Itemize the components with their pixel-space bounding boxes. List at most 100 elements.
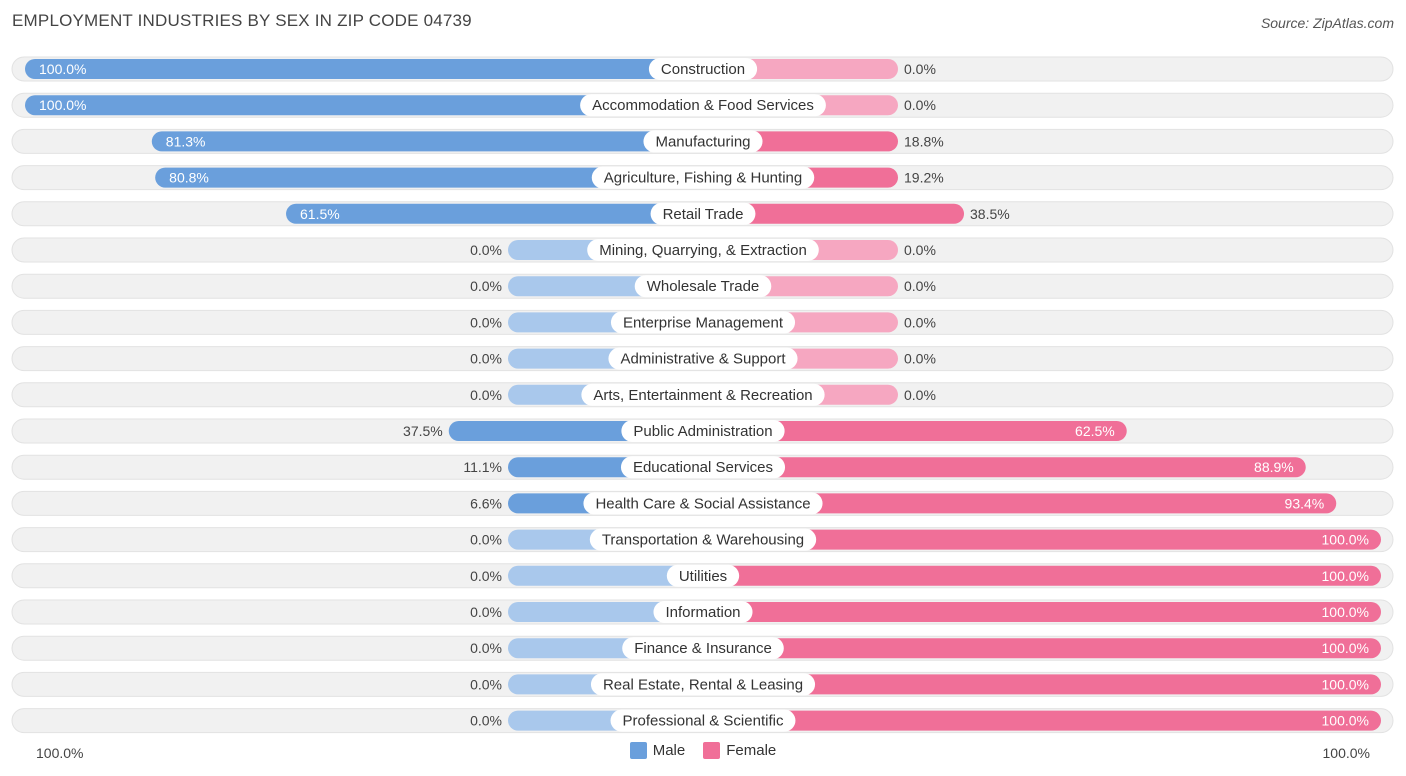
value-label-female: 0.0% bbox=[904, 242, 936, 258]
value-label-male: 11.1% bbox=[463, 459, 502, 475]
bar-female bbox=[703, 710, 1381, 731]
value-label-female: 100.0% bbox=[1322, 676, 1369, 692]
value-label-male: 0.0% bbox=[470, 604, 502, 620]
row-information: Information 0.0% 100.0% bbox=[11, 599, 1394, 625]
value-label-female: 0.0% bbox=[904, 97, 936, 113]
value-label-male: 0.0% bbox=[470, 278, 502, 294]
category-label-bg bbox=[580, 94, 826, 117]
value-label-male: 0.0% bbox=[470, 568, 502, 584]
value-label-male: 61.5% bbox=[300, 206, 340, 222]
category-label: Agriculture, Fishing & Hunting bbox=[604, 170, 802, 187]
value-label-female: 0.0% bbox=[904, 351, 936, 367]
value-label-male: 6.6% bbox=[470, 495, 502, 511]
row-enterprise-management: Enterprise Management 0.0% 0.0% bbox=[11, 309, 1394, 335]
value-label-male: 0.0% bbox=[470, 532, 502, 548]
bar-male bbox=[25, 95, 703, 116]
row-professional-scientific: Professional & Scientific 0.0% 100.0% bbox=[11, 708, 1394, 734]
row-retail-trade: Retail Trade 61.5% 38.5% bbox=[11, 201, 1394, 227]
legend-swatch-male bbox=[629, 742, 647, 759]
category-label-bg bbox=[610, 709, 796, 732]
bar-female bbox=[703, 457, 1306, 478]
bar-female bbox=[703, 529, 1381, 550]
row-arts-entertainment-recreation: Arts, Entertainment & Recreation 0.0% 0.0% bbox=[11, 382, 1394, 408]
category-label-bg bbox=[590, 673, 816, 696]
value-label-male: 0.0% bbox=[470, 314, 502, 330]
value-label-male: 81.3% bbox=[166, 133, 206, 149]
bar-female bbox=[703, 203, 965, 224]
bar-male bbox=[286, 203, 703, 224]
bar-male bbox=[508, 602, 703, 622]
value-label-female: 100.0% bbox=[1322, 640, 1369, 656]
value-label-female: 93.4% bbox=[1285, 495, 1325, 511]
category-label-bg bbox=[610, 311, 796, 334]
value-label-female: 38.5% bbox=[970, 206, 1010, 222]
legend-label-male: Male bbox=[652, 742, 686, 759]
category-label-bg bbox=[589, 528, 817, 551]
category-label: Administrative & Support bbox=[620, 351, 786, 368]
category-label: Finance & Insurance bbox=[634, 640, 772, 657]
category-label-bg bbox=[621, 420, 785, 442]
axis-label-right: 100.0% bbox=[1322, 745, 1370, 761]
category-label-bg bbox=[583, 492, 823, 515]
value-label-male: 0.0% bbox=[470, 242, 502, 258]
category-label: Educational Services bbox=[633, 459, 773, 476]
row-educational-services: Educational Services 11.1% 88.9% bbox=[11, 454, 1394, 480]
category-label: Real Estate, Rental & Leasing bbox=[603, 676, 803, 693]
value-label-male: 37.5% bbox=[403, 423, 443, 439]
category-label: Transportation & Warehousing bbox=[602, 532, 804, 549]
category-label: Retail Trade bbox=[663, 206, 744, 223]
bar-female bbox=[703, 421, 1127, 441]
category-label-bg bbox=[643, 130, 763, 153]
category-label-bg bbox=[591, 166, 815, 189]
value-label-female: 100.0% bbox=[1322, 568, 1369, 584]
row-manufacturing: Manufacturing 81.3% 18.8% bbox=[11, 128, 1394, 154]
category-label: Public Administration bbox=[633, 423, 772, 440]
value-label-male: 0.0% bbox=[470, 640, 502, 656]
row-accommodation-food-services: Accommodation & Food Services 100.0% 0.0% bbox=[11, 92, 1394, 118]
row-real-estate-rental-leasing: Real Estate, Rental & Leasing 0.0% 100.0% bbox=[11, 671, 1394, 697]
value-label-female: 18.8% bbox=[904, 133, 944, 149]
value-label-male: 0.0% bbox=[470, 713, 502, 729]
category-label: Manufacturing bbox=[655, 133, 750, 150]
value-label-female: 88.9% bbox=[1254, 459, 1294, 475]
value-label-female: 62.5% bbox=[1075, 423, 1115, 439]
category-label-bg bbox=[650, 202, 756, 225]
value-label-male: 0.0% bbox=[470, 351, 502, 367]
value-label-female: 0.0% bbox=[904, 314, 936, 330]
legend-item-male: Male bbox=[629, 742, 686, 759]
value-label-male: 80.8% bbox=[169, 170, 209, 186]
category-label-bg bbox=[666, 564, 740, 587]
value-label-female: 100.0% bbox=[1322, 604, 1369, 620]
category-label-bg bbox=[653, 601, 753, 623]
value-label-female: 0.0% bbox=[904, 387, 936, 403]
bar-female bbox=[703, 493, 1337, 514]
row-mining-quarrying-extraction: Mining, Quarrying, & Extraction 0.0% 0.0% bbox=[11, 237, 1394, 263]
bar-male bbox=[155, 167, 703, 188]
category-label: Information bbox=[665, 604, 740, 621]
bar-male bbox=[25, 59, 703, 79]
category-label-bg bbox=[648, 58, 758, 80]
category-label-bg bbox=[608, 347, 798, 370]
category-label: Utilities bbox=[679, 568, 727, 585]
bar-female bbox=[703, 602, 1381, 622]
category-label: Enterprise Management bbox=[623, 314, 784, 331]
category-label: Arts, Entertainment & Recreation bbox=[593, 387, 812, 404]
bar-female bbox=[703, 638, 1381, 659]
source-label: Source: ZipAtlas.com bbox=[1260, 15, 1394, 31]
row-administrative-support: Administrative & Support 0.0% 0.0% bbox=[11, 346, 1394, 372]
row-public-administration: Public Administration 37.5% 62.5% bbox=[11, 418, 1394, 444]
bar-female bbox=[703, 565, 1381, 586]
value-label-male: 100.0% bbox=[39, 97, 86, 113]
bar-male bbox=[151, 131, 703, 152]
value-label-female: 0.0% bbox=[904, 61, 936, 77]
category-label: Mining, Quarrying, & Extraction bbox=[599, 242, 807, 259]
category-label: Wholesale Trade bbox=[647, 278, 760, 295]
value-label-male: 0.0% bbox=[470, 676, 502, 692]
category-label-bg bbox=[581, 383, 825, 406]
axis-label-left: 100.0% bbox=[36, 745, 84, 761]
value-label-male: 0.0% bbox=[470, 387, 502, 403]
row-wholesale-trade: Wholesale Trade 0.0% 0.0% bbox=[11, 273, 1394, 299]
bar-male bbox=[508, 565, 703, 586]
category-label: Accommodation & Food Services bbox=[592, 97, 814, 114]
